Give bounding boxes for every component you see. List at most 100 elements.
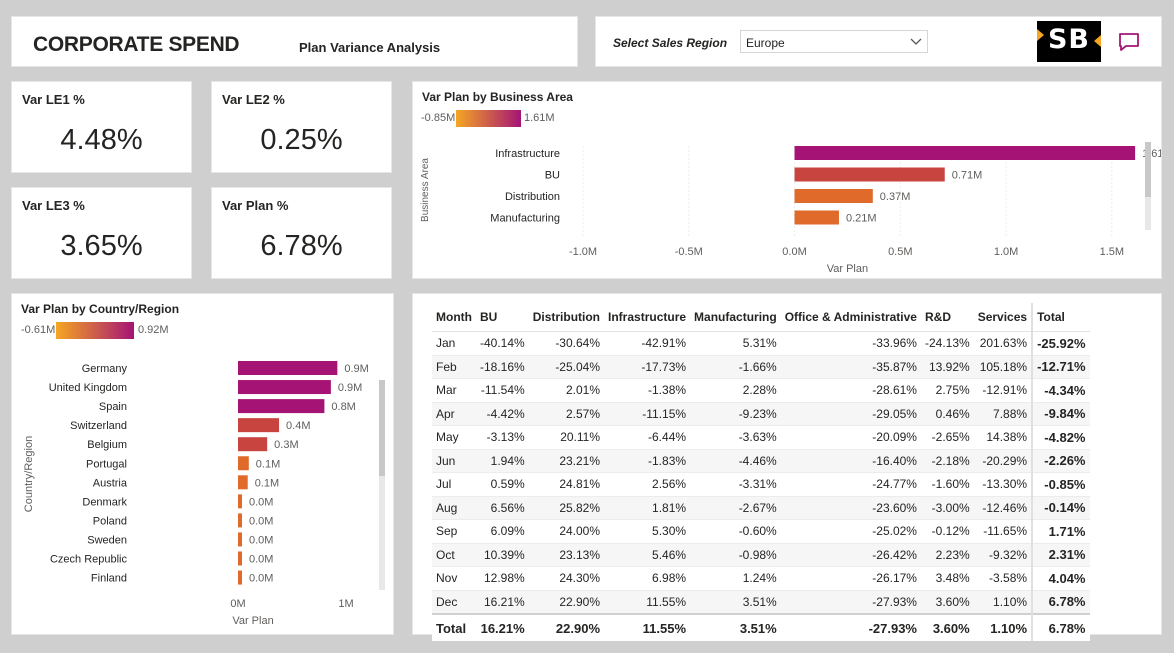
chart-scrollbar[interactable]: [379, 380, 385, 590]
y-category-label: Belgium: [87, 439, 127, 451]
table-cell: 14.38%: [973, 425, 1033, 450]
sb-logo: SB: [1037, 21, 1101, 62]
table-row: Nov 12.98% 24.30% 6.98% 1.24% -26.17% 3.48% -3.…: [432, 566, 1090, 591]
data-label: 0.0M: [249, 554, 273, 566]
table-cell: -6.44%: [604, 425, 691, 450]
bar: [238, 532, 242, 547]
table-cell: 11.55%: [604, 613, 691, 641]
row-label: Aug: [432, 496, 476, 520]
column-header[interactable]: Distribution: [528, 303, 605, 332]
business-area-bar-chart[interactable]: -1.0M -0.5M 0.0M 0.5M 1.0M 1.5M Infrastructure…: [413, 82, 1161, 278]
y-category-label: Poland: [93, 515, 127, 527]
x-tick-label: 0.5M: [888, 246, 912, 258]
table-row: Apr -4.42% 2.57% -11.15% -9.23% -29.05% 0.46% 7…: [432, 402, 1090, 426]
chart-scrollbar[interactable]: [1145, 142, 1151, 230]
y-axis-title: Business Area: [420, 158, 431, 222]
table-cell: 3.60%: [920, 613, 974, 641]
data-label: 0.9M: [344, 363, 368, 375]
total-cell: -2.26%: [1031, 449, 1090, 473]
table-cell: -1.38%: [604, 378, 691, 403]
table-cell: 5.30%: [604, 519, 691, 544]
row-label: Sep: [432, 519, 476, 544]
column-header[interactable]: Manufacturing: [690, 303, 781, 332]
total-cell: -4.82%: [1031, 425, 1090, 450]
country-bar-chart[interactable]: Germany 0.9M United Kingdom 0.9M Spain 0.8M Sw…: [12, 294, 393, 634]
table-cell: 23.21%: [528, 449, 605, 473]
table-cell: -17.73%: [604, 355, 691, 379]
bar: [794, 167, 945, 182]
legend-min: -0.85M: [421, 112, 456, 124]
table-cell: 2.23%: [920, 543, 974, 567]
bar: [238, 513, 242, 528]
y-category-label: United Kingdom: [49, 382, 127, 394]
table-cell: -12.91%: [973, 378, 1033, 403]
column-header[interactable]: Office & Administrative: [780, 303, 921, 332]
table-cell: 105.18%: [973, 355, 1033, 379]
chart-title: Var Plan by Country/Region: [21, 302, 180, 316]
total-cell: 2.31%: [1031, 543, 1090, 567]
column-header[interactable]: Month: [432, 303, 476, 332]
table-cell: -18.16%: [475, 355, 529, 379]
table-row: Jun 1.94% 23.21% -1.83% -4.46% -16.40% -2.18% -…: [432, 449, 1090, 473]
table-cell: 0.46%: [920, 402, 974, 426]
bar: [794, 146, 1136, 160]
table-cell: 12.98%: [475, 566, 529, 591]
bar: [238, 361, 338, 375]
column-header[interactable]: BU: [475, 303, 529, 332]
kpi-card-var-le2: Var LE2 % 0.25%: [211, 81, 392, 173]
scrollbar-thumb[interactable]: [379, 380, 385, 476]
comment-icon[interactable]: [1118, 32, 1140, 52]
data-label: 0.71M: [952, 170, 983, 182]
table-cell: -20.29%: [973, 449, 1033, 473]
filter-panel: Select Sales Region Europe SB: [595, 16, 1162, 67]
table-cell: -35.87%: [780, 355, 921, 379]
column-header[interactable]: Total: [1031, 303, 1090, 332]
row-label: May: [432, 425, 476, 450]
column-header[interactable]: R&D: [920, 303, 974, 332]
table-cell: 16.21%: [475, 590, 529, 615]
table-cell: 6.98%: [604, 566, 691, 591]
region-filter-label: Select Sales Region: [613, 36, 728, 50]
total-cell: 4.04%: [1031, 566, 1090, 591]
table-cell: 2.75%: [920, 378, 974, 403]
column-header[interactable]: Infrastructure: [604, 303, 691, 332]
y-category-label: Distribution: [505, 191, 560, 203]
table-header-row: Month BU Distribution Infrastructure Manufac…: [432, 303, 1090, 332]
table-cell: -20.09%: [780, 425, 921, 450]
x-tick-label: 0.0M: [782, 246, 806, 258]
data-label: 0.3M: [274, 439, 298, 451]
table-row: Jan -40.14% -30.64% -42.91% 5.31% -33.96% -24.…: [432, 331, 1090, 356]
table-cell: -25.02%: [780, 519, 921, 544]
region-dropdown[interactable]: Europe: [740, 30, 928, 53]
bar: [238, 437, 268, 452]
bar: [238, 551, 242, 566]
data-label: 0.8M: [331, 401, 355, 413]
table-cell: 1.24%: [690, 566, 781, 591]
table-cell: -9.23%: [690, 402, 781, 426]
table-cell: 6.09%: [475, 519, 529, 544]
bar: [238, 399, 325, 414]
column-header[interactable]: Services: [973, 303, 1033, 332]
table-cell: 24.81%: [528, 472, 605, 497]
table-cell: 1.10%: [973, 613, 1033, 641]
table-cell: 10.39%: [475, 543, 529, 567]
x-tick-label: 1M: [338, 598, 353, 610]
table-cell: 22.90%: [528, 613, 605, 641]
table-cell: -4.46%: [690, 449, 781, 473]
table-cell: -26.42%: [780, 543, 921, 567]
x-tick-label: -1.0M: [569, 246, 597, 258]
x-axis-title: Var Plan: [232, 615, 273, 627]
bar: [238, 380, 331, 395]
y-category-label: Manufacturing: [490, 213, 560, 225]
row-label: Jun: [432, 449, 476, 473]
table-cell: -25.04%: [528, 355, 605, 379]
scrollbar-thumb[interactable]: [1145, 142, 1151, 197]
bar: [238, 570, 242, 585]
title-panel: CORPORATE SPEND Plan Variance Analysis: [11, 16, 578, 67]
kpi-value: 0.25%: [260, 124, 343, 156]
y-category-label: Germany: [82, 363, 128, 375]
kpi-label: Var LE2 %: [222, 92, 285, 107]
table-cell: 6.56%: [475, 496, 529, 520]
y-category-label: Denmark: [82, 496, 127, 508]
total-cell: -12.71%: [1031, 355, 1090, 379]
